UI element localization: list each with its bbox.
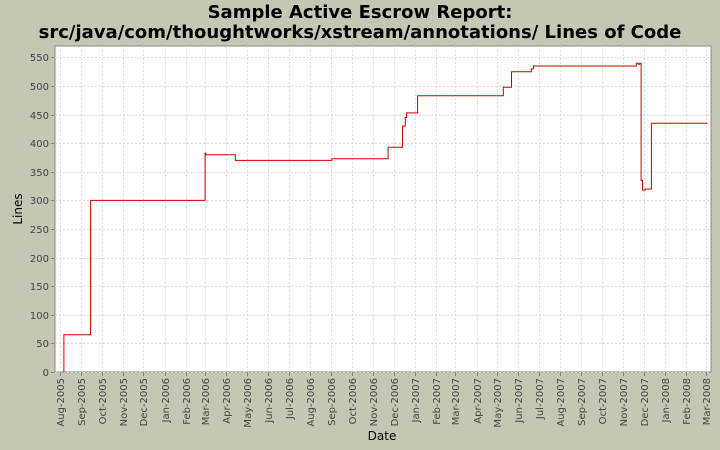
x-tick-label: Jan-2008: [661, 378, 672, 423]
y-tick-label: 100: [30, 311, 49, 322]
x-tick-label: Sep-2006: [327, 378, 338, 426]
x-tick-label: Nov-2006: [369, 378, 380, 426]
axes: 0 50 100 150 200 250 300 350 400 450 500 550 Aug-200…: [30, 53, 713, 428]
x-axis-label: Date: [368, 429, 397, 443]
gridlines: [55, 46, 711, 373]
chart-title: Sample Active Escrow Report:: [207, 2, 513, 23]
y-tick-label: 200: [30, 254, 49, 265]
x-tick-label: Jun-2007: [514, 378, 525, 424]
y-tick-label: 550: [30, 53, 49, 64]
x-tick-label: Apr-2007: [473, 378, 484, 424]
y-tick-label: 150: [30, 282, 49, 293]
x-tick-label: Jul-2006: [285, 378, 296, 420]
x-tick-label: Apr-2006: [222, 378, 233, 424]
x-tick-label: Jun-2006: [264, 378, 275, 424]
y-tick-label: 500: [30, 82, 49, 93]
y-tick-label: 350: [30, 168, 49, 179]
x-tick-label: Oct-2006: [348, 378, 359, 424]
x-tick-label: Feb-2008: [682, 378, 693, 425]
x-tick-label: Feb-2006: [182, 378, 193, 425]
x-tick-label: May-2006: [243, 378, 254, 428]
y-tick-label: 300: [30, 196, 49, 207]
x-tick-label: Jul-2007: [535, 378, 546, 420]
x-tick-label: Sep-2005: [77, 378, 88, 426]
x-tick-label: Aug-2006: [306, 378, 317, 427]
x-tick-label: Aug-2007: [556, 378, 567, 427]
x-tick-label: Nov-2007: [619, 378, 630, 426]
x-tick-label: May-2007: [493, 378, 504, 428]
x-tick-label: Jan-2007: [411, 378, 422, 423]
x-tick-label: Feb-2007: [432, 378, 443, 425]
x-tick-label: Dec-2005: [139, 378, 150, 426]
y-tick-label: 400: [30, 139, 49, 150]
y-axis-label: Lines: [11, 193, 25, 224]
x-tick-label: Nov-2005: [119, 378, 130, 426]
x-tick-label: Dec-2006: [390, 378, 401, 426]
x-tick-label: Dec-2007: [640, 378, 651, 426]
y-tick-label: 0: [43, 368, 49, 379]
series-layer: [63, 62, 708, 373]
x-tick-label: Oct-2007: [598, 378, 609, 424]
x-tick-label: Aug-2005: [56, 378, 67, 427]
x-tick-label: Oct-2005: [98, 378, 109, 424]
x-tick-label: Mar-2008: [702, 378, 713, 425]
x-tick-label: Jan-2006: [161, 378, 172, 423]
x-tick-label: Mar-2006: [201, 378, 212, 425]
chart-subtitle: src/java/com/thoughtworks/xstream/annota…: [38, 22, 682, 43]
series-line: [63, 62, 708, 373]
y-tick-label: 450: [30, 111, 49, 122]
x-tick-label: Mar-2007: [451, 378, 462, 425]
y-tick-label: 50: [36, 339, 49, 350]
plot-area: [54, 45, 712, 373]
y-tick-label: 250: [30, 225, 49, 236]
x-tick-label: Sep-2007: [577, 378, 588, 426]
